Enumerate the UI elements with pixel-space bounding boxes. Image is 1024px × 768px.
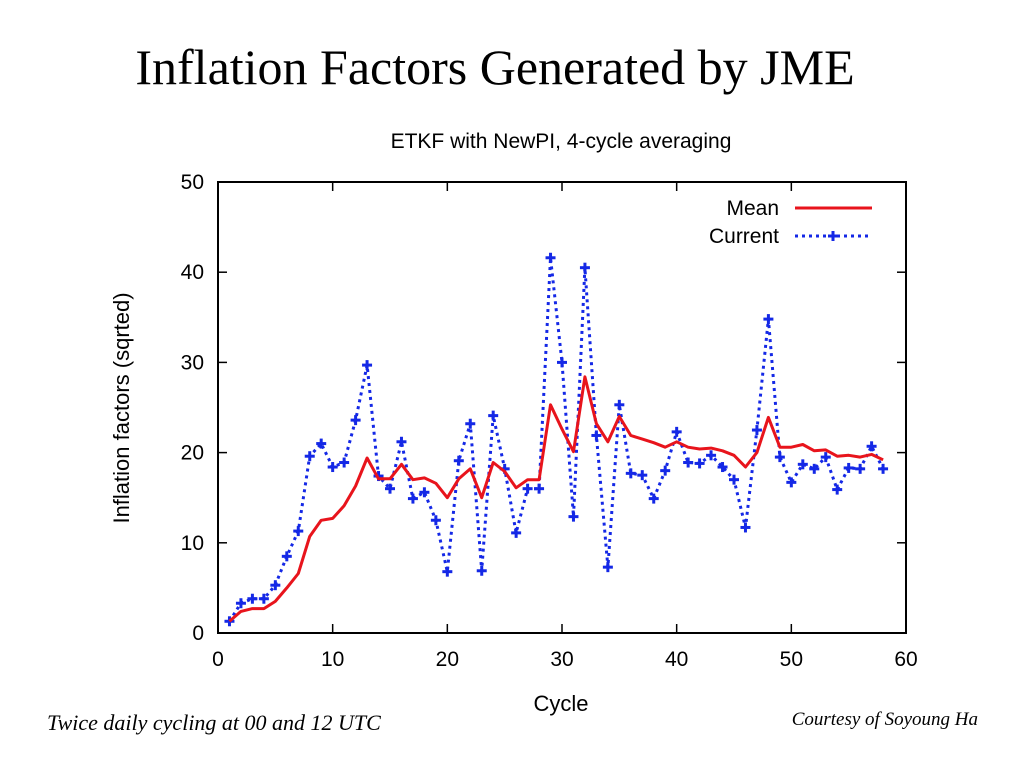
data-point-current xyxy=(809,463,820,474)
chart-title: ETKF with NewPI, 4-cycle averaging xyxy=(391,130,732,153)
data-point-current xyxy=(534,483,545,494)
legend-label-current: Current xyxy=(709,225,779,248)
x-axis: 0 10 20 30 40 50 60 xyxy=(212,182,918,671)
data-point-current xyxy=(247,593,258,604)
data-point-current xyxy=(855,463,866,474)
data-point-current xyxy=(430,515,441,526)
data-point-current xyxy=(579,262,590,273)
data-point-current xyxy=(614,399,625,410)
x-tick-label: 20 xyxy=(436,648,459,671)
data-point-current xyxy=(488,410,499,421)
data-point-current xyxy=(683,457,694,468)
data-point-current xyxy=(625,468,636,479)
data-point-current xyxy=(316,438,327,449)
data-point-current xyxy=(385,483,395,494)
data-point-current xyxy=(511,527,522,538)
data-point-current xyxy=(235,598,246,609)
data-point-current xyxy=(648,493,659,504)
data-point-current xyxy=(763,314,774,325)
slide-title: Inflation Factors Generated by JME xyxy=(135,39,855,95)
data-point-current xyxy=(786,477,797,488)
x-tick-label: 60 xyxy=(894,648,917,671)
data-point-current xyxy=(362,360,373,371)
y-tick-label: 10 xyxy=(181,532,204,555)
y-axis-label: Inflation factors (sqrted) xyxy=(109,292,134,523)
y-tick-label: 0 xyxy=(192,622,204,645)
data-point-current xyxy=(832,484,843,495)
x-axis-label: Cycle xyxy=(533,691,588,716)
data-point-current xyxy=(637,470,648,481)
x-tick-label: 40 xyxy=(665,648,688,671)
data-point-current xyxy=(557,357,567,368)
data-point-current xyxy=(476,565,487,576)
data-point-current xyxy=(729,474,739,485)
data-point-current xyxy=(270,580,281,591)
data-point-current xyxy=(453,455,464,466)
x-tick-label: 50 xyxy=(780,648,803,671)
legend-plus-marker xyxy=(828,231,838,241)
data-point-current xyxy=(820,452,831,463)
y-tick-label: 30 xyxy=(181,351,204,374)
footnote-right: Courtesy of Soyoung Ha xyxy=(791,709,978,730)
data-point-current xyxy=(694,458,705,469)
data-point-current xyxy=(717,462,728,473)
data-point-current xyxy=(465,418,476,429)
data-point-current xyxy=(878,463,889,474)
data-point-current xyxy=(751,425,762,436)
data-point-current xyxy=(396,436,407,447)
y-tick-label: 40 xyxy=(181,261,204,284)
data-point-current xyxy=(671,426,682,437)
x-tick-label: 10 xyxy=(321,648,344,671)
series-line-mean xyxy=(228,375,884,623)
legend: Mean Current xyxy=(709,197,872,248)
data-point-current xyxy=(442,566,453,577)
data-point-current xyxy=(797,459,808,470)
data-point-current xyxy=(224,616,235,627)
data-point-current xyxy=(740,522,751,533)
data-point-current xyxy=(660,465,671,476)
data-point-current xyxy=(293,526,304,537)
footnote-left: Twice daily cycling at 00 and 12 UTC xyxy=(47,710,381,735)
data-point-current xyxy=(568,511,579,522)
plot-frame xyxy=(217,181,907,634)
data-point-current xyxy=(522,483,533,494)
data-point-current xyxy=(419,487,430,498)
data-point-current xyxy=(866,441,877,452)
data-point-current xyxy=(304,451,315,462)
y-tick-label: 50 xyxy=(181,171,204,194)
data-point-current xyxy=(258,593,269,604)
series-line-current xyxy=(228,256,885,623)
data-point-current xyxy=(327,462,338,473)
series-layer xyxy=(224,252,889,627)
data-point-current xyxy=(602,562,613,573)
x-tick-label: 0 xyxy=(212,648,224,671)
data-point-current xyxy=(350,415,361,426)
data-point-current xyxy=(706,450,717,461)
y-tick-label: 20 xyxy=(181,442,204,465)
data-point-current xyxy=(843,462,854,473)
legend-label-mean: Mean xyxy=(726,197,779,220)
legend-marker-current xyxy=(828,231,838,241)
data-point-current xyxy=(339,457,350,468)
data-point-current xyxy=(774,452,785,463)
data-point-current xyxy=(591,430,602,441)
data-point-current xyxy=(281,551,292,562)
data-point-current xyxy=(545,252,556,263)
y-axis: 0 10 20 30 40 50 xyxy=(181,171,906,645)
x-tick-label: 30 xyxy=(550,648,573,671)
data-point-current xyxy=(407,493,418,504)
